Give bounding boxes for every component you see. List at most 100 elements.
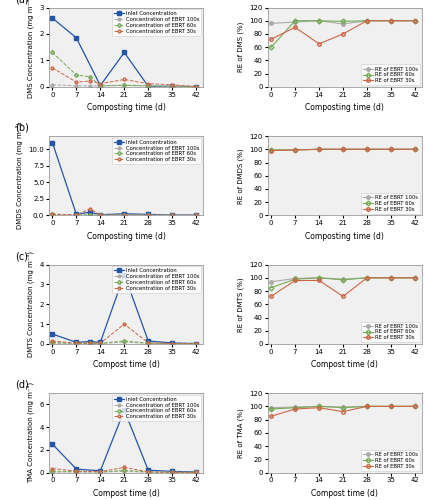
Line: RE of EBRT 60s: RE of EBRT 60s [269,148,417,152]
Inlet Concentration [194,212,199,218]
Inlet Concentration [98,212,103,218]
Y-axis label: TMA Concentration (mg m⁻³): TMA Concentration (mg m⁻³) [26,382,34,484]
RE of EBRT 100s [293,276,298,281]
Inlet Concentration [98,340,103,345]
RE of EBRT 60s [340,277,345,283]
Line: Concentration of EBRT 30s: Concentration of EBRT 30s [51,208,198,216]
Concentration of EBRT 100s [98,83,103,89]
Concentration of EBRT 60s [74,212,79,218]
RE of EBRT 100s [268,404,273,410]
Inlet Concentration [122,50,127,56]
Concentration of EBRT 60s [87,212,92,218]
RE of EBRT 100s [389,146,394,152]
Text: (a): (a) [15,0,29,4]
Concentration of EBRT 60s [98,340,103,346]
Concentration of EBRT 30s [146,469,151,475]
Concentration of EBRT 30s [87,340,92,346]
RE of EBRT 30s [293,147,298,153]
Legend: Inlet Concentration, Concentration of EBRT 100s, Concentration of EBRT 60s, Conc: Inlet Concentration, Concentration of EB… [112,266,201,293]
Concentration of EBRT 60s [74,468,79,474]
Concentration of EBRT 30s [194,341,199,347]
Concentration of EBRT 100s [170,212,175,218]
Concentration of EBRT 60s [98,83,103,89]
RE of EBRT 30s [389,146,394,152]
Concentration of EBRT 100s [146,340,151,346]
Concentration of EBRT 30s [50,466,55,471]
Line: RE of EBRT 100s: RE of EBRT 100s [269,148,417,152]
RE of EBRT 100s [293,19,298,25]
Legend: RE of EBRT 100s, RE of EBRT 60s, RE of EBRT 30s: RE of EBRT 100s, RE of EBRT 60s, RE of E… [361,450,420,471]
Legend: RE of EBRT 100s, RE of EBRT 60s, RE of EBRT 30s: RE of EBRT 100s, RE of EBRT 60s, RE of E… [361,64,420,86]
Line: Concentration of EBRT 100s: Concentration of EBRT 100s [51,84,198,88]
RE of EBRT 100s [389,18,394,24]
RE of EBRT 30s [364,18,369,24]
Concentration of EBRT 60s [146,212,151,218]
RE of EBRT 100s [293,147,298,153]
Inlet Concentration [170,468,175,474]
Concentration of EBRT 100s [74,83,79,89]
RE of EBRT 30s [364,275,369,281]
Y-axis label: RE of DMS (%): RE of DMS (%) [237,22,244,72]
Concentration of EBRT 60s [170,84,175,89]
RE of EBRT 100s [364,404,369,409]
Legend: Inlet Concentration, Concentration of EBRT 100s, Concentration of EBRT 60s, Conc: Inlet Concentration, Concentration of EB… [112,394,201,421]
RE of EBRT 100s [412,18,417,24]
Inlet Concentration [50,441,55,447]
Concentration of EBRT 100s [50,82,55,87]
Concentration of EBRT 100s [194,84,199,89]
Concentration of EBRT 60s [50,468,55,474]
Concentration of EBRT 60s [87,340,92,346]
Line: Inlet Concentration: Inlet Concentration [51,408,198,474]
Inlet Concentration [87,209,92,215]
Legend: RE of EBRT 100s, RE of EBRT 60s, RE of EBRT 30s: RE of EBRT 100s, RE of EBRT 60s, RE of E… [361,193,420,214]
RE of EBRT 100s [317,275,322,281]
X-axis label: Compost time (d): Compost time (d) [92,489,159,498]
Line: RE of EBRT 60s: RE of EBRT 60s [269,19,417,49]
RE of EBRT 60s [412,18,417,24]
RE of EBRT 100s [293,404,298,410]
RE of EBRT 30s [293,278,298,283]
X-axis label: Composting time (d): Composting time (d) [305,232,384,241]
Inlet Concentration [194,340,199,346]
Concentration of EBRT 30s [74,340,79,346]
Line: RE of EBRT 60s: RE of EBRT 60s [269,276,417,289]
Inlet Concentration [50,331,55,337]
Line: Concentration of EBRT 60s: Concentration of EBRT 60s [51,469,198,474]
Concentration of EBRT 30s [146,340,151,346]
Concentration of EBRT 100s [50,469,55,475]
RE of EBRT 30s [340,31,345,37]
RE of EBRT 60s [412,404,417,409]
Inlet Concentration [146,338,151,344]
Line: Concentration of EBRT 100s: Concentration of EBRT 100s [51,214,198,216]
Concentration of EBRT 60s [122,468,127,473]
Inlet Concentration [50,140,55,145]
Concentration of EBRT 30s [98,80,103,86]
Line: Concentration of EBRT 100s: Concentration of EBRT 100s [51,470,198,474]
RE of EBRT 30s [389,275,394,281]
X-axis label: Compost time (d): Compost time (d) [92,360,159,370]
RE of EBRT 60s [268,44,273,50]
X-axis label: Composting time (d): Composting time (d) [86,232,165,241]
Y-axis label: RE of DMTS (%): RE of DMTS (%) [237,277,244,332]
RE of EBRT 60s [340,404,345,410]
Line: Concentration of EBRT 100s: Concentration of EBRT 100s [51,340,198,345]
Concentration of EBRT 30s [87,206,92,212]
Line: Concentration of EBRT 30s: Concentration of EBRT 30s [51,66,198,88]
RE of EBRT 60s [268,284,273,290]
Concentration of EBRT 60s [50,212,55,218]
Line: Inlet Concentration: Inlet Concentration [51,16,198,88]
Concentration of EBRT 60s [98,469,103,475]
Concentration of EBRT 60s [87,74,92,80]
Concentration of EBRT 100s [122,82,127,88]
Concentration of EBRT 100s [122,339,127,345]
X-axis label: Compost time (d): Compost time (d) [311,489,378,498]
RE of EBRT 100s [268,147,273,153]
Concentration of EBRT 60s [170,340,175,346]
Concentration of EBRT 100s [98,212,103,218]
X-axis label: Composting time (d): Composting time (d) [305,104,384,112]
RE of EBRT 60s [364,275,369,281]
Text: (b): (b) [15,123,29,133]
Concentration of EBRT 30s [74,212,79,218]
RE of EBRT 100s [268,20,273,26]
RE of EBRT 60s [389,146,394,152]
